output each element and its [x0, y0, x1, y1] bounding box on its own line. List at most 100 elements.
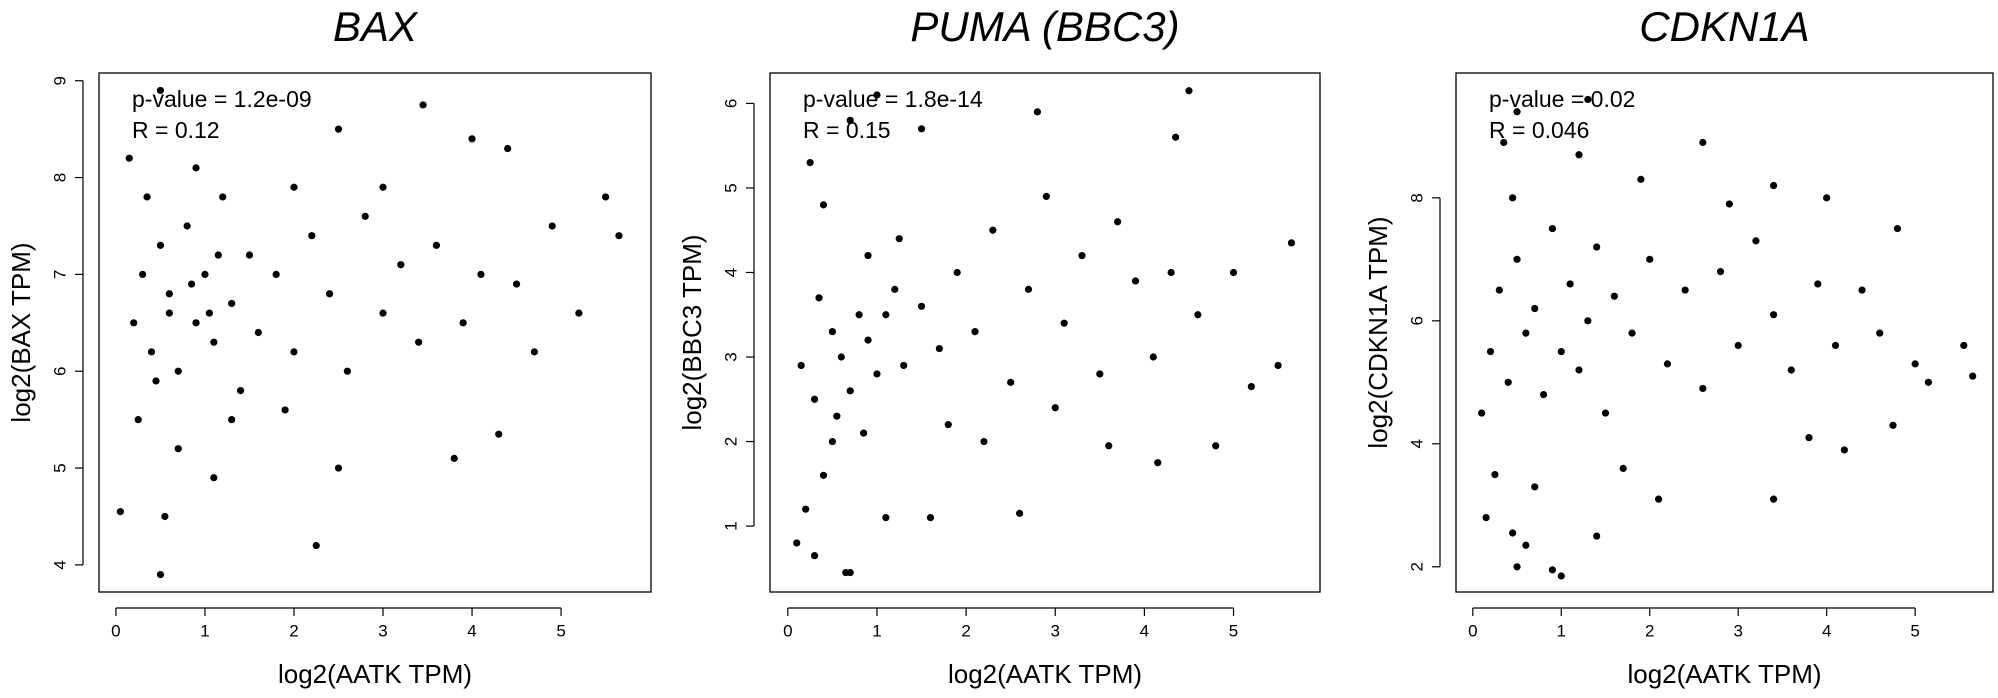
point [1769, 495, 1778, 503]
point [1858, 286, 1866, 294]
point [828, 437, 836, 446]
point [1007, 378, 1015, 386]
x-tick-label: 4 [1140, 621, 1149, 640]
y-tick-label: 3 [721, 352, 740, 361]
chart-title: PUMA (BBC3) [910, 3, 1179, 50]
point [859, 429, 868, 437]
point [989, 226, 997, 234]
point [1105, 442, 1113, 450]
point [793, 539, 801, 547]
point [116, 508, 124, 516]
point [855, 311, 863, 319]
point [125, 154, 133, 162]
point [130, 319, 138, 327]
point [797, 361, 805, 370]
x-tick-label: 3 [1051, 621, 1060, 640]
point [1876, 329, 1884, 337]
point [1051, 404, 1059, 412]
point [504, 144, 512, 153]
point [432, 241, 441, 249]
point [161, 512, 169, 521]
x-tick-label: 1 [200, 621, 209, 640]
y-tick-label: 2 [1407, 562, 1426, 571]
point [530, 348, 538, 356]
point [864, 336, 872, 344]
point [210, 474, 218, 482]
y-tick-label: 6 [50, 366, 69, 375]
point [187, 280, 196, 288]
point [882, 311, 890, 319]
point [548, 222, 556, 230]
plot-frame [769, 72, 1321, 593]
y-tick-label: 2 [721, 437, 740, 446]
x-tick-label: 0 [1468, 621, 1477, 640]
point [1584, 95, 1592, 104]
point [1699, 138, 1707, 147]
point [806, 158, 814, 167]
y-tick-label: 1 [721, 521, 740, 530]
point [1154, 459, 1162, 467]
point [891, 285, 899, 293]
y-tick-label: 4 [721, 268, 740, 277]
point [1513, 563, 1521, 571]
point [419, 101, 427, 109]
point [1482, 513, 1490, 522]
point [833, 412, 841, 420]
point [477, 270, 485, 279]
point [1185, 87, 1193, 95]
point [1663, 360, 1672, 368]
point [236, 386, 245, 395]
point [1287, 239, 1296, 247]
point [192, 164, 200, 172]
point [143, 193, 151, 201]
chart-title: BAX [333, 3, 419, 50]
x-tick-label: 4 [467, 621, 476, 640]
point [1478, 409, 1486, 417]
point [1960, 341, 1968, 350]
point [1593, 532, 1601, 540]
point [1229, 268, 1238, 277]
point [1969, 372, 1977, 380]
point [1513, 255, 1521, 263]
point [1787, 366, 1795, 374]
point [1015, 509, 1024, 517]
point [810, 552, 819, 560]
chart-title: CDKN1A [1639, 3, 1809, 50]
point [1486, 347, 1495, 356]
point [1149, 353, 1157, 361]
point [1522, 541, 1530, 549]
point [1610, 292, 1618, 300]
point [245, 251, 254, 259]
point [1769, 181, 1778, 190]
point [1212, 442, 1220, 450]
point [1539, 391, 1548, 399]
point [495, 430, 503, 438]
point [926, 514, 935, 522]
y-tick-label: 4 [1407, 439, 1426, 448]
plot-frame [98, 72, 652, 593]
x-tick-label: 1 [872, 621, 881, 640]
point [397, 261, 405, 269]
point [1033, 108, 1042, 116]
point [953, 268, 961, 277]
point [1167, 268, 1175, 277]
point [1114, 218, 1122, 226]
x-tick-label: 0 [111, 621, 120, 640]
point [450, 454, 458, 462]
point [1601, 409, 1610, 417]
point [882, 514, 890, 522]
point [819, 201, 828, 209]
x-tick-label: 0 [783, 621, 792, 640]
point [214, 251, 222, 259]
point [864, 251, 872, 260]
y-tick-label: 6 [721, 99, 740, 108]
point [1831, 341, 1840, 350]
point [459, 319, 467, 327]
y-tick-label: 9 [50, 76, 69, 85]
point [210, 338, 218, 346]
y-tick-label: 5 [50, 463, 69, 472]
y-tick-label: 5 [721, 183, 740, 192]
point [1734, 341, 1742, 350]
point [837, 353, 845, 361]
x-tick-label: 2 [1645, 621, 1654, 640]
